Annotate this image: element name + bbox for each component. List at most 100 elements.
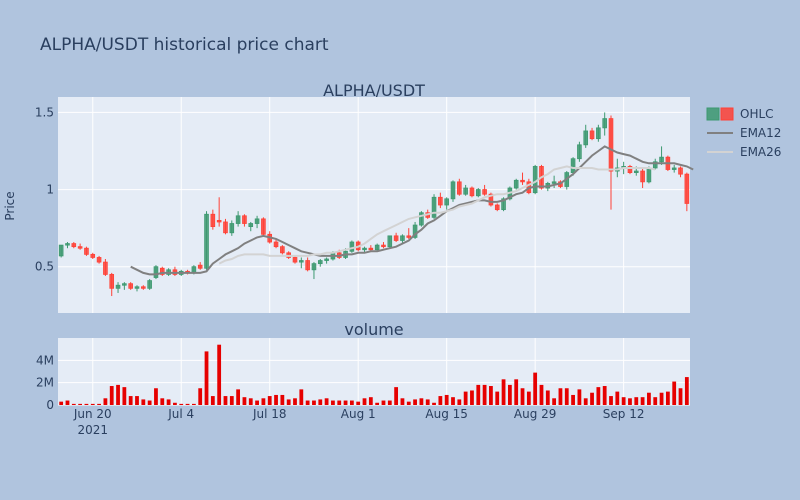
x-tick-label: Aug 15 — [425, 407, 468, 421]
volume-bar — [438, 396, 443, 405]
volume-bar — [558, 388, 563, 405]
volume-bar — [501, 379, 506, 405]
candle-body — [577, 144, 582, 160]
volume-bar — [128, 396, 133, 405]
volume-bar — [507, 384, 512, 405]
volume-bar — [185, 403, 190, 405]
candle-body — [463, 187, 468, 195]
volume-bar — [539, 384, 544, 405]
volume-bar — [564, 388, 569, 405]
volume-bar — [109, 386, 114, 405]
volume-bar — [267, 396, 272, 405]
candle-body — [204, 213, 209, 269]
candle-body — [596, 127, 601, 140]
candle-body — [242, 215, 247, 224]
candle-body — [374, 244, 380, 251]
candle-body — [608, 118, 614, 172]
volume-bar — [280, 394, 285, 405]
volume-bar — [678, 388, 683, 405]
volume-bar — [533, 372, 538, 405]
price-y-tick-label: 1.5 — [35, 105, 54, 119]
volume-plot-area — [58, 338, 690, 405]
volume-bar — [318, 399, 323, 405]
candle-body — [90, 253, 96, 258]
candle-body — [159, 267, 165, 275]
volume-bar — [470, 390, 474, 405]
volume-bar — [526, 391, 531, 405]
candle-body — [652, 161, 658, 169]
volume-bar — [394, 387, 399, 405]
candle-body — [671, 167, 677, 170]
candle-body — [438, 196, 443, 206]
candle-body — [248, 223, 254, 227]
volume-bar — [305, 400, 310, 405]
volume-bar — [463, 391, 468, 405]
volume-bar — [242, 397, 247, 405]
volume-bar — [628, 398, 632, 405]
volume-bar — [375, 402, 380, 405]
candle-body — [299, 260, 304, 263]
candle-body — [482, 189, 487, 195]
candle-body — [640, 170, 645, 183]
x-tick-label: Jul 18 — [252, 407, 287, 421]
price-y-axis-label: Price — [3, 191, 17, 220]
ema12-line — [130, 145, 694, 276]
volume-bar — [457, 399, 462, 405]
legend-ohlc-swatch-up — [706, 107, 720, 121]
volume-bar — [198, 388, 203, 405]
volume-bar — [173, 402, 177, 405]
volume-bar — [577, 389, 582, 405]
candle-body — [324, 258, 329, 261]
volume-bar — [413, 399, 417, 405]
volume-bar — [425, 399, 430, 405]
volume-bar — [229, 396, 234, 405]
volume-bar — [356, 401, 361, 405]
candle-body — [488, 193, 494, 206]
volume-bar — [520, 388, 525, 405]
legend-label-ema12: EMA12 — [740, 126, 781, 140]
volume-bar — [65, 400, 70, 405]
volume-bar — [166, 399, 171, 405]
candle-body — [419, 212, 424, 226]
volume-bar — [362, 398, 367, 405]
candle-body — [684, 173, 690, 204]
candle-body — [210, 213, 216, 227]
candle-body — [646, 167, 652, 183]
candle-body — [469, 187, 475, 197]
volume-bar — [444, 394, 449, 405]
volume-bar — [545, 390, 550, 405]
candle-body — [96, 257, 102, 263]
volume-bar — [343, 400, 348, 405]
candle-body — [387, 235, 393, 248]
candle-body — [406, 235, 412, 238]
volume-bar — [583, 398, 588, 405]
volume-bar — [621, 397, 626, 405]
candle-body — [71, 243, 77, 248]
price-y-tick-label: 0.5 — [35, 260, 54, 274]
ema26-line — [218, 165, 656, 265]
candle-body — [153, 266, 159, 278]
candle-body — [103, 261, 108, 275]
candle-body — [109, 274, 115, 289]
candle-body — [532, 166, 538, 194]
candle-body — [349, 241, 355, 252]
x-tick-label: Jun 20 — [73, 407, 112, 421]
candle-body — [311, 263, 317, 271]
volume-bar — [571, 394, 575, 405]
volume-bar — [349, 400, 354, 405]
chart-title: ALPHA/USDT historical price chart — [40, 35, 329, 55]
candle-body — [501, 198, 506, 211]
volume-bar — [116, 384, 120, 405]
volume-bar — [293, 398, 297, 405]
volume-bar — [381, 400, 386, 405]
x-tick-label: Sep 12 — [603, 407, 645, 421]
volume-bar — [665, 391, 670, 405]
volume-bar — [179, 403, 184, 405]
candle-body — [128, 283, 133, 289]
candle-body — [317, 260, 323, 265]
volume-bar — [299, 389, 304, 405]
candle-body — [58, 244, 64, 257]
volume-bar — [514, 379, 519, 405]
